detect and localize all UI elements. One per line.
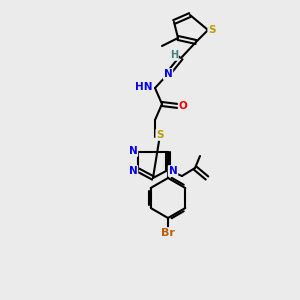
Text: Br: Br xyxy=(161,228,175,238)
Text: N: N xyxy=(129,146,137,156)
Text: H: H xyxy=(170,50,178,60)
Text: S: S xyxy=(208,25,216,35)
Text: N: N xyxy=(164,69,172,79)
Text: S: S xyxy=(156,130,164,140)
Text: N: N xyxy=(169,166,177,176)
Text: N: N xyxy=(129,166,137,176)
Text: HN: HN xyxy=(136,82,153,92)
Text: O: O xyxy=(178,101,188,111)
